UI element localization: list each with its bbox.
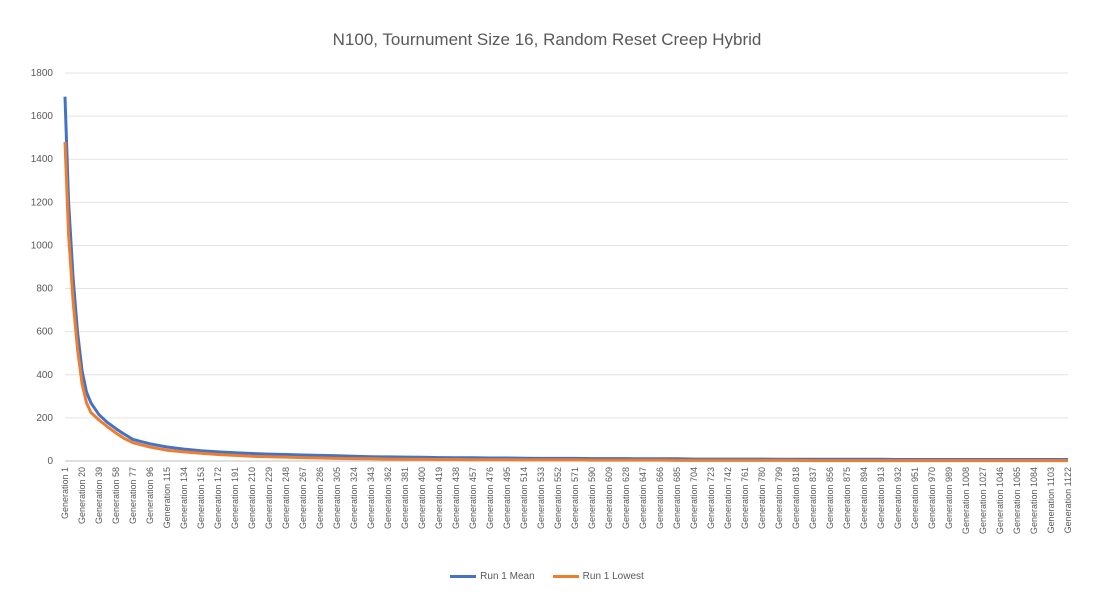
x-tick-label: Generation 609 xyxy=(604,467,614,529)
x-tick-label: Generation 742 xyxy=(723,467,733,529)
x-tick-label: Generation 96 xyxy=(145,467,155,524)
series-line-run-1-lowest xyxy=(63,141,1068,463)
x-tick-label: Generation 666 xyxy=(655,467,665,529)
x-tick-label: Generation 989 xyxy=(944,467,954,529)
x-tick-label: Generation 514 xyxy=(519,467,529,529)
x-tick-label: Generation 894 xyxy=(859,467,869,529)
x-tick-label: Generation 286 xyxy=(315,467,325,529)
x-tick-label: Generation 305 xyxy=(332,467,342,529)
legend-item-mean: Run 1 Mean xyxy=(450,571,535,582)
x-tick-label: Generation 1084 xyxy=(1029,467,1039,534)
legend-swatch-lowest xyxy=(552,575,579,578)
x-tick-label: Generation 400 xyxy=(417,467,427,529)
x-tick-label: Generation 248 xyxy=(281,467,291,529)
x-tick-label: Generation 381 xyxy=(400,467,410,529)
legend: Run 1 Mean Run 1 Lowest xyxy=(0,571,1094,582)
x-tick-label: Generation 780 xyxy=(757,467,767,529)
x-tick-label: Generation 362 xyxy=(383,467,393,529)
x-tick-label: Generation 932 xyxy=(893,467,903,529)
x-tick-label: Generation 343 xyxy=(366,467,376,529)
x-tick-label: Generation 533 xyxy=(536,467,546,529)
x-tick-label: Generation 58 xyxy=(111,467,121,524)
y-tick-label: 0 xyxy=(47,456,53,467)
x-tick-label: Generation 590 xyxy=(587,467,597,529)
x-tick-label: Generation 799 xyxy=(774,467,784,529)
x-tick-label: Generation 1027 xyxy=(978,467,988,534)
x-tick-label: Generation 438 xyxy=(451,467,461,529)
y-tick-label: 1400 xyxy=(31,154,54,165)
x-tick-label: Generation 723 xyxy=(706,467,716,529)
x-tick-label: Generation 229 xyxy=(264,467,274,529)
x-tick-label: Generation 457 xyxy=(468,467,478,529)
x-tick-label: Generation 552 xyxy=(553,467,563,529)
x-tick-label: Generation 837 xyxy=(808,467,818,529)
x-tick-label: Generation 647 xyxy=(638,467,648,529)
x-tick-label: Generation 476 xyxy=(485,467,495,529)
x-tick-label: Generation 761 xyxy=(740,467,750,529)
y-tick-label: 400 xyxy=(36,370,53,381)
x-tick-label: Generation 210 xyxy=(247,467,257,529)
gridlines xyxy=(65,72,1068,462)
x-tick-label: Generation 324 xyxy=(349,467,359,529)
x-tick-label: Generation 628 xyxy=(621,467,631,529)
x-tick-label: Generation 1122 xyxy=(1063,467,1073,533)
series-line-run-1-mean xyxy=(63,96,1068,461)
y-tick-label: 200 xyxy=(36,413,53,424)
y-tick-label: 1000 xyxy=(31,240,54,251)
x-tick-label: Generation 495 xyxy=(502,467,512,529)
x-tick-label: Generation 39 xyxy=(94,467,104,524)
x-tick-label: Generation 704 xyxy=(689,467,699,529)
x-tick-label: Generation 1 xyxy=(60,467,70,519)
x-tick-label: Generation 172 xyxy=(213,467,223,529)
x-tick-label: Generation 267 xyxy=(298,467,308,529)
x-tick-label: Generation 1103 xyxy=(1046,467,1056,533)
x-tick-label: Generation 913 xyxy=(876,467,886,529)
y-tick-label: 1200 xyxy=(31,197,54,208)
x-tick-label: Generation 571 xyxy=(570,467,580,529)
x-tick-label: Generation 77 xyxy=(128,467,138,524)
x-tick-label: Generation 685 xyxy=(672,467,682,529)
legend-item-lowest: Run 1 Lowest xyxy=(552,571,644,582)
y-tick-label: 800 xyxy=(36,284,53,295)
x-tick-label: Generation 191 xyxy=(230,467,240,529)
x-tick-label: Generation 115 xyxy=(162,467,172,528)
series-lines xyxy=(63,96,1068,463)
x-tick-label: Generation 875 xyxy=(842,467,852,529)
y-tick-label: 600 xyxy=(36,327,53,338)
legend-label-mean: Run 1 Mean xyxy=(480,571,535,582)
x-tick-label: Generation 419 xyxy=(434,467,444,529)
x-tick-label: Generation 1046 xyxy=(995,467,1005,534)
x-tick-label: Generation 134 xyxy=(179,467,189,529)
x-axis: Generation 1 Generation 20 Generation 39 Ge… xyxy=(60,467,1073,534)
legend-swatch-mean xyxy=(450,575,477,578)
y-axis: 0 200 400 600 800 1000 1200 1400 1600 1800 xyxy=(31,68,54,467)
x-tick-label: Generation 970 xyxy=(927,467,937,529)
x-tick-label: Generation 856 xyxy=(825,467,835,529)
legend-label-lowest: Run 1 Lowest xyxy=(582,571,644,582)
x-tick-label: Generation 153 xyxy=(196,467,206,529)
x-tick-label: Generation 1065 xyxy=(1012,467,1022,534)
x-tick-label: Generation 20 xyxy=(77,467,87,524)
x-tick-label: Generation 818 xyxy=(791,467,801,529)
y-tick-label: 1800 xyxy=(31,68,54,79)
x-tick-label: Generation 951 xyxy=(910,467,920,529)
chart-title: N100, Tournument Size 16, Random Reset C… xyxy=(332,30,762,49)
y-tick-label: 1600 xyxy=(31,111,54,122)
x-tick-label: Generation 1008 xyxy=(961,467,971,534)
